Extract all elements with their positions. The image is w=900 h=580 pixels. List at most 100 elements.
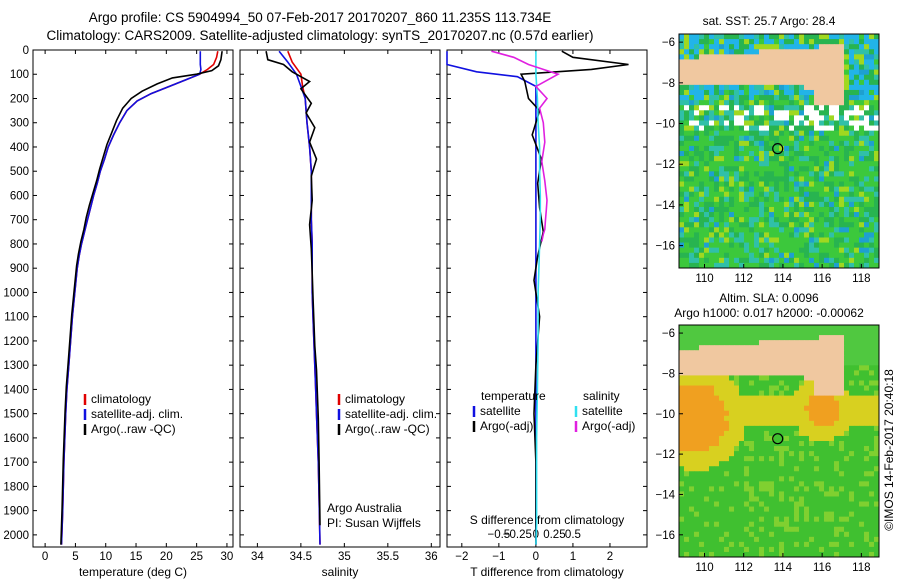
map-cell (774, 145, 780, 152)
map-cell (869, 79, 875, 86)
map-cell (784, 125, 790, 132)
map-cell (759, 325, 765, 331)
map-cell (844, 516, 850, 523)
map-cell (814, 451, 820, 457)
map-cell (809, 501, 815, 507)
map-cell (784, 435, 790, 442)
map-cell (814, 49, 820, 55)
map-cell (689, 551, 695, 558)
map-cell (734, 166, 740, 172)
map-cell (759, 461, 765, 467)
map-cell (839, 257, 845, 264)
map-cell (734, 84, 740, 91)
map-cell (694, 151, 700, 157)
map-cell (789, 521, 795, 528)
map-cell (749, 541, 755, 548)
map-cell (834, 370, 840, 376)
map-cell (829, 64, 835, 71)
map-cell (869, 410, 875, 417)
map-cell (719, 181, 725, 188)
map-cell (794, 451, 800, 457)
map-cell (844, 186, 850, 193)
map-cell (854, 405, 860, 412)
map-cell (829, 435, 835, 442)
map-cell (779, 370, 785, 376)
map-cell (729, 531, 735, 538)
map-cell (719, 161, 725, 167)
map-cell (679, 232, 685, 238)
map-cell (849, 481, 855, 487)
map-cell (709, 370, 715, 376)
map-cell (759, 456, 765, 462)
map-cell (784, 541, 790, 548)
map-cell (804, 516, 810, 523)
map-cell (809, 120, 815, 126)
map-cell (774, 171, 780, 177)
map-cell (754, 115, 760, 121)
map-cell (739, 476, 745, 482)
map-cell (834, 151, 840, 157)
map-cell (714, 486, 720, 492)
map-cell (759, 222, 765, 228)
map-cell (809, 161, 815, 167)
map-cell (844, 201, 850, 208)
map-cell (729, 471, 735, 477)
map-cell (679, 430, 685, 437)
map-cell (859, 441, 865, 447)
map-cell (809, 471, 815, 477)
map-cell (699, 551, 705, 558)
map-cell (744, 69, 750, 76)
map-cell (844, 64, 850, 71)
map-cell (799, 435, 805, 442)
map-cell (834, 130, 840, 137)
map-cell (834, 115, 840, 121)
map-cell (854, 521, 860, 528)
map-cell (859, 491, 865, 497)
map-cell (679, 181, 685, 188)
map-cell (744, 435, 750, 442)
map-cell (709, 242, 715, 249)
map-cell (689, 335, 695, 341)
map-cell (684, 95, 690, 101)
map-cell (699, 206, 705, 213)
map-cell (734, 506, 740, 513)
map-cell (714, 166, 720, 172)
map-cell (719, 105, 725, 111)
map-cell (809, 232, 815, 238)
map-cell (729, 541, 735, 548)
map-cell (774, 34, 780, 40)
map-cell (849, 491, 855, 497)
map-cell (734, 120, 740, 126)
map-cell (739, 425, 745, 432)
map-cell (769, 166, 775, 172)
map-cell (794, 110, 800, 116)
map-cell (799, 252, 805, 259)
map-cell (874, 196, 880, 203)
map-cell (769, 501, 775, 507)
map-cell (684, 120, 690, 126)
map-cell (714, 355, 720, 361)
map-cell (784, 441, 790, 447)
map-cell (764, 461, 770, 467)
map-cell (699, 526, 705, 533)
map-cell (684, 456, 690, 462)
map-cell (824, 39, 830, 45)
map-cell (699, 395, 705, 402)
map-cell (709, 471, 715, 477)
map-cell (684, 325, 690, 331)
map-cell (854, 350, 860, 356)
map-cell (769, 546, 775, 553)
map-cell (769, 140, 775, 147)
map-cell (839, 232, 845, 238)
map-cell (744, 420, 750, 427)
map-cell (744, 110, 750, 116)
map-cell (744, 84, 750, 91)
map-cell (859, 222, 865, 228)
map-cell (759, 410, 765, 417)
map-cell (794, 370, 800, 376)
map-cell (849, 511, 855, 518)
map-cell (794, 385, 800, 391)
map-cell (814, 456, 820, 462)
map-cell (824, 186, 830, 193)
map-cell (694, 486, 700, 492)
